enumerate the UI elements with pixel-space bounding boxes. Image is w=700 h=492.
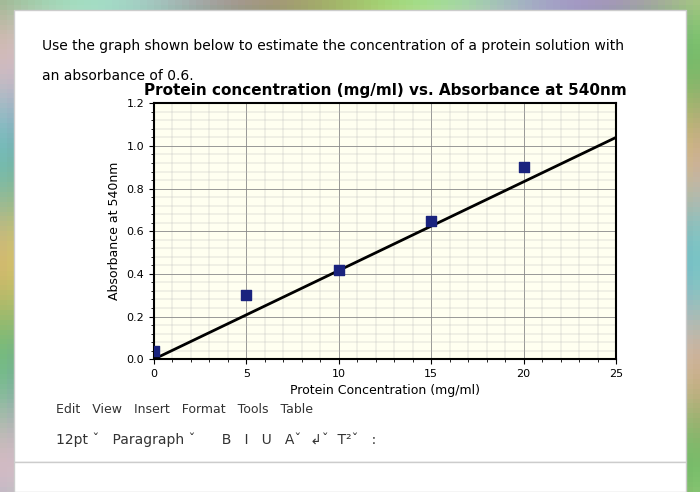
Text: an absorbance of 0.6.: an absorbance of 0.6. xyxy=(42,69,194,83)
Point xyxy=(148,347,160,355)
Text: Use the graph shown below to estimate the concentration of a protein solution wi: Use the graph shown below to estimate th… xyxy=(42,39,624,53)
Point xyxy=(333,266,344,274)
X-axis label: Protein Concentration (mg/ml): Protein Concentration (mg/ml) xyxy=(290,384,480,398)
Point xyxy=(426,216,437,224)
Point xyxy=(241,291,252,299)
Y-axis label: Absorbance at 540nm: Absorbance at 540nm xyxy=(108,162,121,301)
Text: 12pt ˇ   Paragraph ˇ      B   I   U   Aˇ  ↲ˇ  T²ˇ   :: 12pt ˇ Paragraph ˇ B I U Aˇ ↲ˇ T²ˇ : xyxy=(56,433,377,447)
Bar xyxy=(14,462,686,492)
Point xyxy=(518,163,529,171)
Title: Protein concentration (mg/ml) vs. Absorbance at 540nm: Protein concentration (mg/ml) vs. Absorb… xyxy=(144,83,626,98)
Text: Edit   View   Insert   Format   Tools   Table: Edit View Insert Format Tools Table xyxy=(56,403,313,416)
